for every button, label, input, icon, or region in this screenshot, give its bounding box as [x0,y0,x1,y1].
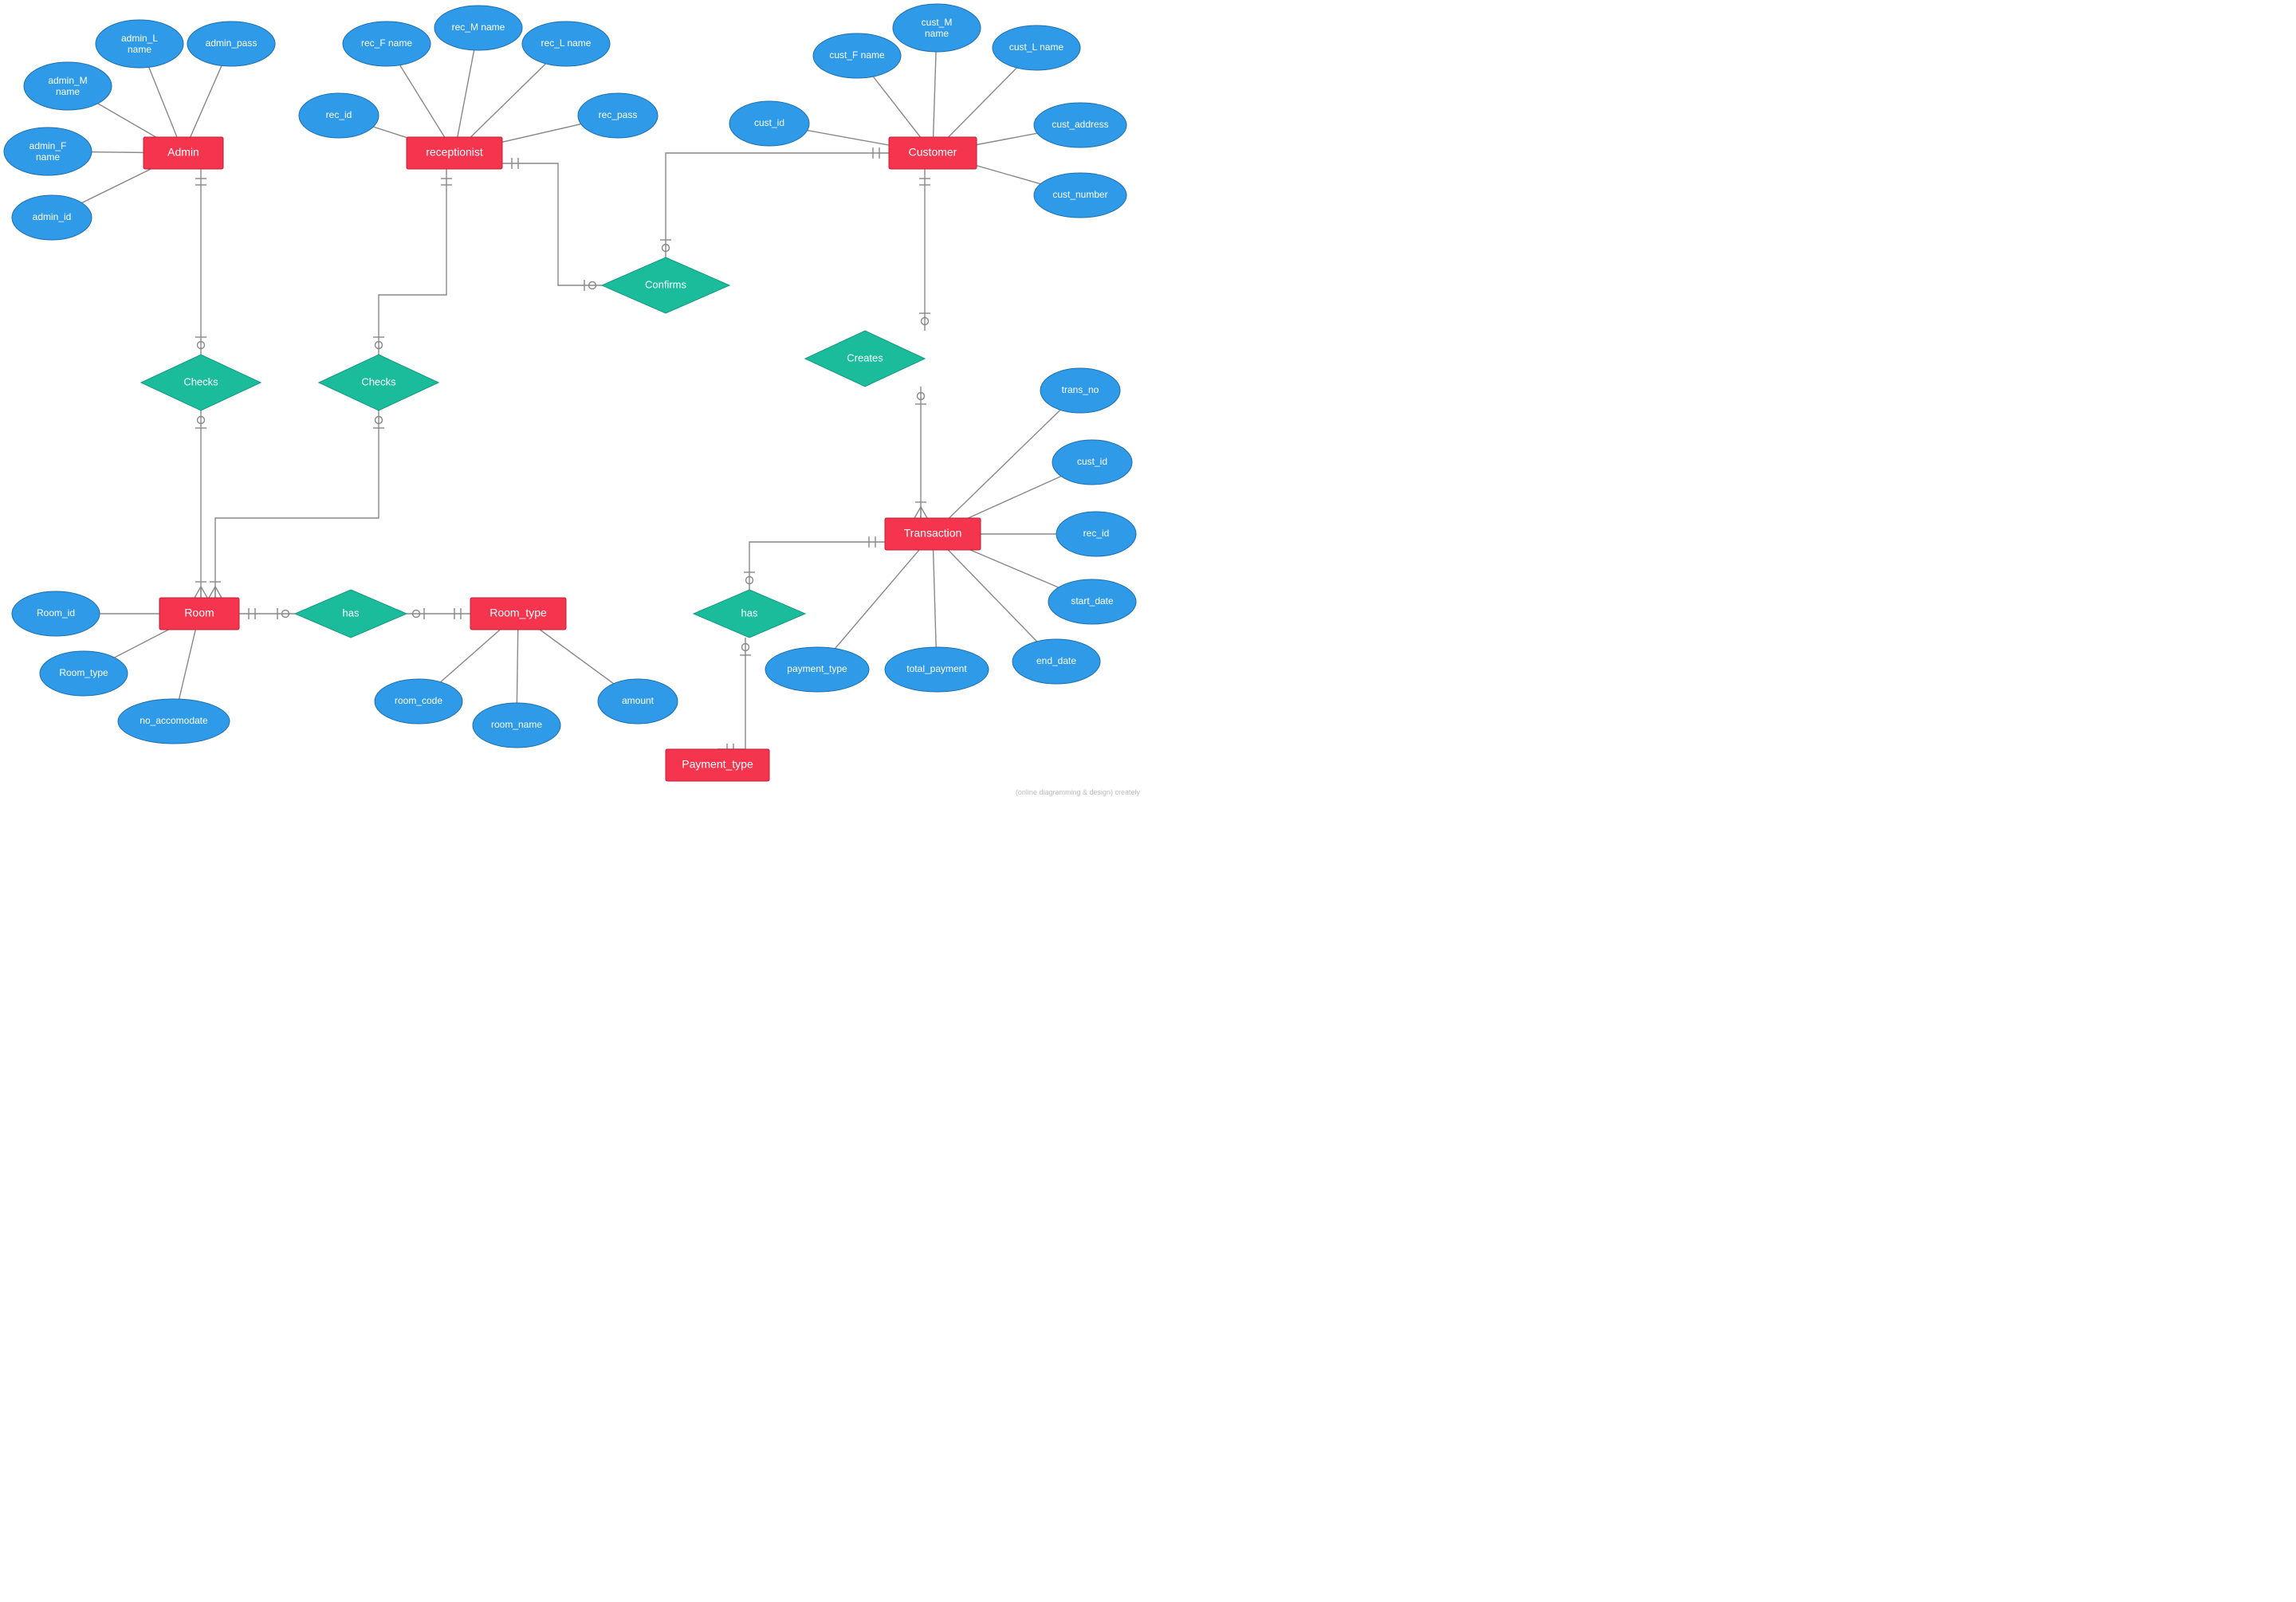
svg-text:rec_M name: rec_M name [452,22,505,33]
relationship-checks1: Checks [141,355,261,410]
svg-text:Confirms: Confirms [645,278,687,290]
svg-text:receptionist: receptionist [426,146,483,159]
svg-text:rec_id: rec_id [1083,528,1110,539]
rel-edge [660,147,889,257]
attribute-rec_L: rec_L name [522,22,610,66]
svg-text:trans_no: trans_no [1062,384,1099,395]
attribute-room_code: room_code [375,679,462,724]
svg-text:payment_type: payment_type [787,663,847,674]
svg-text:Customer: Customer [909,146,957,159]
svg-text:rec_pass: rec_pass [599,109,638,120]
attribute-t_custid: cust_id [1052,440,1132,485]
rel-edge [914,387,927,518]
entity-roomtype: Room_type [470,598,566,630]
svg-text:has: has [343,607,360,618]
svg-text:Transaction: Transaction [904,527,962,540]
relationship-checks2: Checks [319,355,438,410]
svg-text:rec_id: rec_id [326,109,352,120]
attribute-admin_pass: admin_pass [187,22,275,66]
attribute-admin_F: admin_Fname [4,128,92,175]
svg-text:start_date: start_date [1071,595,1114,607]
attribute-admin_L: admin_Lname [96,20,183,68]
entity-admin: Admin [144,137,223,169]
rel-edge [195,169,206,355]
attribute-room_type_a: Room_type [40,651,128,696]
svg-text:rec_L name: rec_L name [541,37,592,49]
er-diagram-canvas: Admin receptionist Customer Room Room_type Tr… [0,0,1148,801]
svg-text:Checks: Checks [183,375,218,387]
entity-room: Room [159,598,239,630]
attribute-rec_F: rec_F name [343,22,431,66]
rel-edge [209,410,384,598]
relationship-has2: has [694,590,805,638]
svg-text:cust_F name: cust_F name [829,49,885,61]
svg-text:cust_Mname: cust_Mname [922,17,953,39]
watermark: (online diagramming & design) creately [1016,788,1141,796]
rel-edge [744,536,885,590]
attribute-cust_id: cust_id [729,101,809,146]
attribute-cust_F: cust_F name [813,33,901,78]
rel-edge [718,638,751,755]
svg-text:Payment_type: Payment_type [682,758,753,771]
svg-text:total_payment: total_payment [906,663,967,674]
svg-text:rec_F name: rec_F name [361,37,412,49]
attribute-cust_L: cust_L name [993,26,1080,70]
svg-text:Checks: Checks [361,375,396,387]
attribute-pay_type_a: payment_type [765,647,869,692]
svg-text:admin_id: admin_id [33,211,72,222]
svg-text:room_code: room_code [395,695,442,706]
relationship-has1: has [295,590,407,638]
attribute-admin_id: admin_id [12,195,92,240]
entity-transaction: Transaction [885,518,981,550]
entity-customer: Customer [889,137,977,169]
attribute-cust_num: cust_number [1034,173,1126,218]
attribute-t_recid: rec_id [1056,512,1136,556]
attribute-trans_no: trans_no [1040,368,1120,413]
svg-text:cust_L name: cust_L name [1009,41,1064,53]
attribute-amount: amount [598,679,678,724]
rel-edge [407,608,470,619]
attribute-tot_pay: total_payment [885,647,989,692]
rel-edge [373,169,452,355]
attribute-admin_M: admin_Mname [24,62,112,110]
attribute-rec_id: rec_id [299,93,379,138]
rel-edge [502,158,602,291]
attribute-cust_addr: cust_address [1034,103,1126,147]
svg-text:cust_address: cust_address [1052,119,1108,130]
svg-text:Admin: Admin [167,146,199,159]
attribute-start_date: start_date [1048,579,1136,624]
svg-text:Creates: Creates [847,351,883,363]
svg-text:Room_type: Room_type [489,607,547,619]
attribute-end_date: end_date [1012,639,1100,684]
svg-text:has: has [741,607,758,618]
svg-text:amount: amount [622,695,655,706]
rel-edge [195,410,207,598]
relationship-confirms: Confirms [602,257,729,313]
svg-text:cust_id: cust_id [1077,456,1107,467]
attribute-rec_M: rec_M name [434,6,522,50]
svg-text:Room_type: Room_type [59,667,108,678]
attribute-no_acc: no_accomodate [118,699,230,744]
svg-text:Room_id: Room_id [37,607,75,618]
svg-text:no_accomodate: no_accomodate [140,715,208,726]
rel-edge [239,608,295,619]
entity-paymenttype: Payment_type [666,749,769,781]
svg-text:cust_id: cust_id [754,117,784,128]
attribute-cust_M: cust_Mname [893,4,981,52]
attribute-room_name: room_name [473,703,560,748]
svg-text:Room: Room [184,607,214,619]
entity-receptionist: receptionist [407,137,502,169]
rel-edge [919,169,930,331]
relationship-creates: Creates [805,331,925,387]
svg-text:room_name: room_name [491,719,542,730]
attribute-room_id: Room_id [12,591,100,636]
svg-text:end_date: end_date [1036,655,1076,666]
svg-text:cust_number: cust_number [1052,189,1107,200]
attribute-rec_pass: rec_pass [578,93,658,138]
svg-text:admin_pass: admin_pass [206,37,258,49]
